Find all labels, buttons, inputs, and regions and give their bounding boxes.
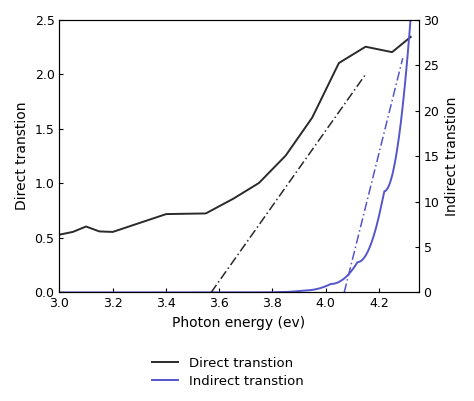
Direct transtion <box>291 141 297 146</box>
Indirect transtion <box>216 290 221 295</box>
Direct transtion <box>56 232 62 237</box>
Indirect transtion <box>56 290 62 295</box>
Y-axis label: Indirect transtion: Indirect transtion <box>445 97 459 216</box>
Direct transtion <box>321 91 327 96</box>
Indirect transtion <box>119 290 125 295</box>
Indirect transtion <box>321 284 327 289</box>
Direct transtion <box>264 173 269 178</box>
Direct transtion <box>408 34 414 39</box>
Line: Indirect transtion: Indirect transtion <box>59 17 411 292</box>
X-axis label: Photon energy (ev): Photon energy (ev) <box>173 316 306 330</box>
Indirect transtion <box>408 14 414 19</box>
Direct transtion <box>119 227 125 231</box>
Line: Direct transtion: Direct transtion <box>59 37 411 235</box>
Indirect transtion <box>291 289 297 294</box>
Indirect transtion <box>147 290 153 295</box>
Legend: Direct transtion, Indirect transtion: Direct transtion, Indirect transtion <box>145 350 310 395</box>
Y-axis label: Direct transtion: Direct transtion <box>15 102 29 211</box>
Indirect transtion <box>264 290 269 295</box>
Direct transtion <box>147 217 153 222</box>
Direct transtion <box>216 205 221 209</box>
